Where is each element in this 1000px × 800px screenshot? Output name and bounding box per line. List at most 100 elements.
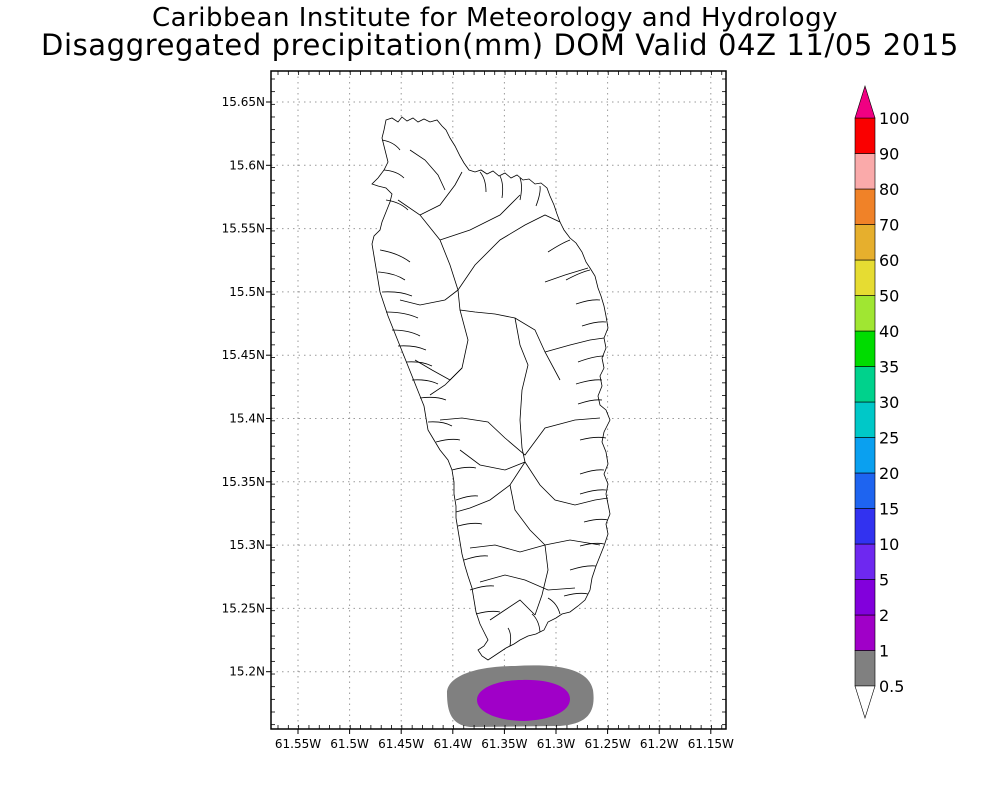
lon-tick-label: 61.25W (584, 737, 630, 751)
stream-line (475, 610, 501, 615)
stream-line (581, 321, 607, 327)
colorbar-segment (854, 401, 876, 438)
stream-line (547, 239, 571, 253)
stream-line (519, 177, 522, 201)
watershed-divide (455, 461, 526, 513)
lat-tick-label: 15.4N (229, 412, 265, 426)
chart-title-line1: Caribbean Institute for Meteorology and … (152, 3, 838, 33)
colorbar-label: 25 (879, 429, 899, 448)
colorbar-segment (854, 366, 876, 403)
watershed-divide (439, 417, 601, 456)
lon-tick-label: 61.3W (537, 737, 576, 751)
watershed-divide (459, 449, 526, 471)
lat-tick-label: 15.55N (222, 222, 265, 236)
colorbar-label: 20 (879, 464, 899, 483)
watershed-divide (414, 359, 463, 381)
colorbar-label: 100 (879, 109, 910, 128)
stream-line (577, 355, 605, 363)
dominica-island (371, 116, 611, 661)
stream-line (391, 329, 421, 337)
lat-tick-label: 15.6N (229, 158, 265, 172)
watershed-divide (419, 171, 463, 216)
colorbar-label: 30 (879, 393, 899, 412)
stream-line (579, 469, 605, 475)
stream-line (379, 249, 411, 263)
lat-tick-label: 15.65N (222, 95, 265, 109)
stream-line (405, 361, 433, 367)
precipitation-layer (447, 665, 594, 727)
colorbar-label: 35 (879, 358, 899, 377)
colorbar-segment (854, 188, 876, 225)
stream-line (385, 311, 419, 319)
colorbar-label: 0.5 (879, 677, 904, 696)
watershed-divide (409, 149, 446, 191)
colorbar-segment (854, 614, 876, 651)
lon-tick-label: 61.4W (434, 737, 473, 751)
stream-line (575, 379, 603, 385)
colorbar-segment (854, 224, 876, 261)
stream-line (579, 542, 605, 547)
stream-line (455, 495, 479, 501)
stream-line (479, 171, 487, 193)
colorbar-segment (854, 579, 876, 616)
watershed-divide (514, 317, 529, 463)
lon-tick-label: 61.45W (378, 737, 424, 751)
colorbar-label: 1 (879, 642, 889, 661)
watershed-divide (479, 574, 576, 591)
watershed-divide (439, 194, 521, 241)
colorbar-label: 15 (879, 500, 899, 519)
stream-line (563, 592, 589, 597)
stream-line (397, 345, 427, 351)
colorbar-label: 40 (879, 322, 899, 341)
stream-line (427, 421, 453, 427)
map-axes: 15.65N 15.6N 15.55N 15.5N 15.45N 15.4N 15.35N 1… (222, 71, 734, 751)
colorbar-segment (854, 437, 876, 474)
colorbar-segment (854, 117, 876, 154)
coastal-streams (377, 139, 609, 647)
colorbar-segment (854, 295, 876, 332)
lat-tick-label: 15.2N (229, 665, 265, 679)
stream-line (565, 269, 591, 281)
stream-line (383, 169, 405, 179)
stream-line (535, 185, 541, 207)
stream-line (457, 522, 483, 527)
lon-tick-label: 61.35W (481, 737, 527, 751)
watershed-divide (397, 199, 561, 381)
stream-line (451, 466, 477, 471)
colorbar-label: 5 (879, 571, 889, 590)
colorbar-segment (854, 543, 876, 580)
colorbar-label: 70 (879, 216, 899, 235)
stream-line (577, 399, 603, 405)
stream-line (579, 489, 607, 495)
stream-line (385, 199, 409, 211)
colorbar-segment (854, 472, 876, 509)
map-frame (270, 70, 727, 730)
colorbar-max-arrow (854, 84, 876, 119)
stream-line (419, 396, 447, 401)
lon-tick-label: 61.5W (330, 737, 369, 751)
chart-title-line2: Disaggregated precipitation(mm) DOM Vali… (41, 28, 959, 62)
colorbar-segment (854, 153, 876, 190)
colorbar-min-arrow (854, 685, 876, 720)
stream-line (531, 613, 541, 633)
colorbar-segment (854, 508, 876, 545)
colorbar-segment (854, 650, 876, 687)
watershed-divide (469, 539, 601, 553)
lat-tick-label: 15.35N (222, 475, 265, 489)
watershed-divide (399, 289, 459, 306)
stream-line (569, 565, 597, 571)
stream-line (463, 555, 489, 561)
stream-line (583, 518, 609, 523)
lon-tick-label: 61.55W (275, 737, 321, 751)
stream-line (507, 627, 512, 647)
lat-tick-label: 15.3N (229, 538, 265, 552)
watershed-divide (457, 214, 561, 291)
lon-tick-label: 61.2W (640, 737, 679, 751)
stream-line (381, 291, 413, 297)
lat-tick-label: 15.45N (222, 348, 265, 362)
watershed-divide (524, 461, 609, 506)
watershed-divide (544, 267, 589, 283)
colorbar-segment (854, 330, 876, 367)
